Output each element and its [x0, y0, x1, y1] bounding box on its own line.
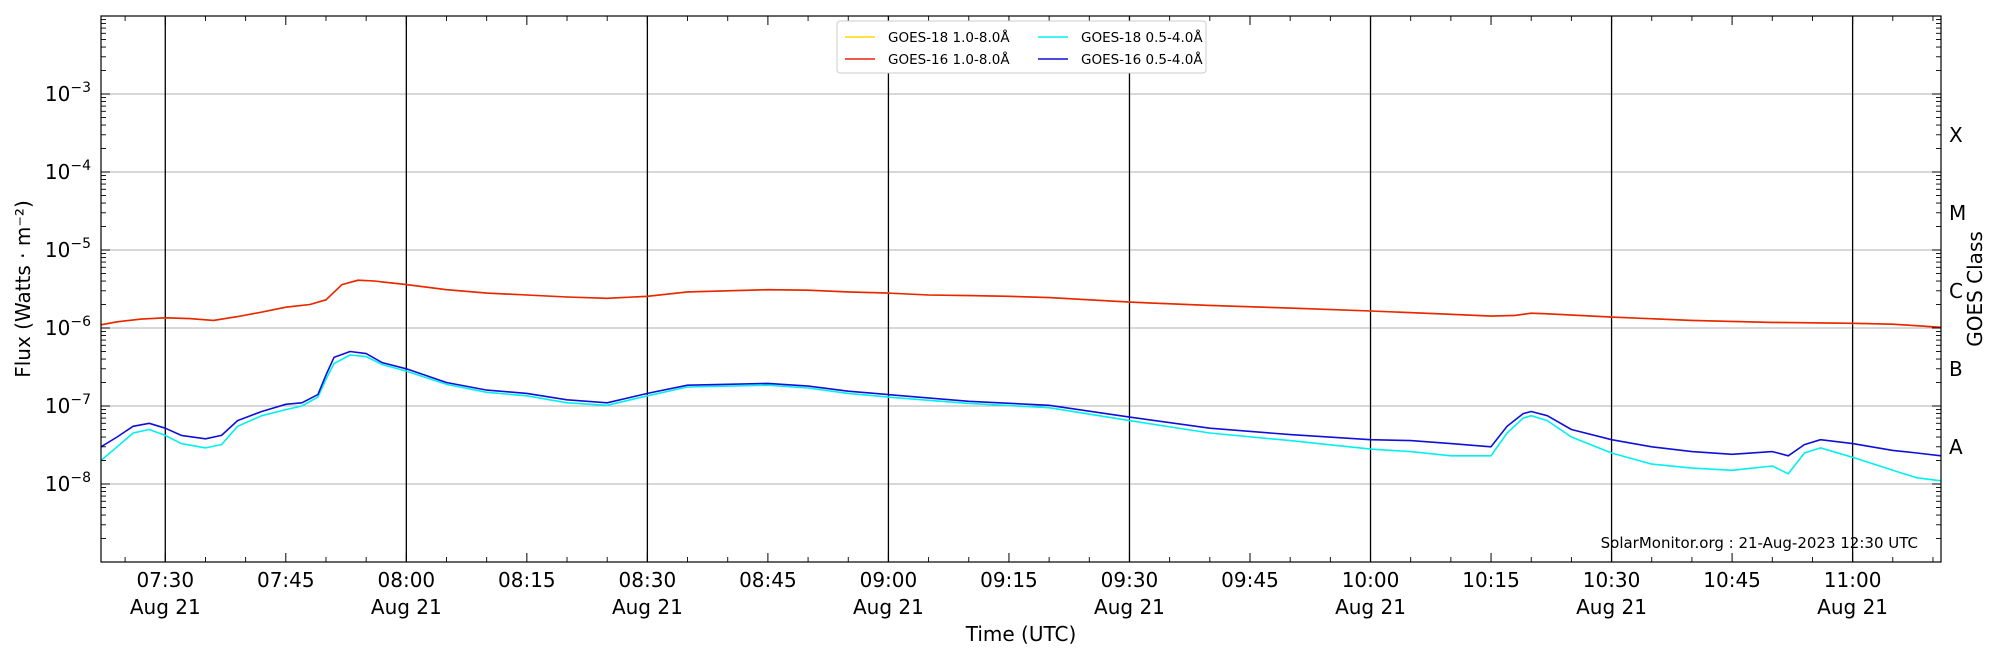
goes-class-x: X	[1949, 123, 1963, 147]
x-tick-date: Aug 21	[612, 595, 683, 619]
grid-layer	[101, 93, 1941, 485]
x-tick-date: Aug 21	[853, 595, 924, 619]
vertical-lines	[164, 16, 1854, 562]
x-tick-time: 09:45	[1221, 568, 1279, 592]
solarmonitor-annotation: SolarMonitor.org : 21-Aug-2023 12:30 UTC	[1601, 534, 1918, 552]
y-axis-title: Flux (Watts · m⁻²)	[11, 200, 35, 378]
goes-class-m: M	[1949, 201, 1966, 225]
x-tick-time: 07:45	[257, 568, 315, 592]
x-tick-time: 08:15	[498, 568, 556, 592]
y-tick-base: 10	[45, 160, 70, 184]
y-tick-base: 10	[45, 82, 70, 106]
x-tick-time: 10:00	[1342, 568, 1400, 592]
goes-class-axis-title: GOES Class	[1963, 231, 1987, 347]
y-tick-base: 10	[45, 238, 70, 262]
goes-class-c: C	[1949, 279, 1963, 303]
y-tick-exponent: −8	[70, 470, 91, 486]
y-tick-base: 10	[45, 394, 70, 418]
x-tick-time: 09:15	[980, 568, 1038, 592]
x-axis-ticks: 07:30 Aug 21 07:45 08:00 Aug 21 08:15 08:30 Aug…	[124, 16, 1934, 619]
goes-class-b: B	[1949, 357, 1963, 381]
legend-label-3: GOES-16 0.5-4.0Å	[1081, 51, 1203, 68]
y-tick-exponent: −6	[70, 314, 91, 330]
goes-class-a: A	[1949, 435, 1963, 459]
series-layer	[100, 279, 1942, 482]
y-tick-exponent: −4	[70, 158, 91, 174]
x-tick-date: Aug 21	[1335, 595, 1406, 619]
x-tick-time: 10:30	[1583, 568, 1641, 592]
y-tick-exponent: −7	[70, 392, 91, 408]
x-tick-time: 08:45	[739, 568, 797, 592]
y-tick-base: 10	[45, 472, 70, 496]
y-axis-ticks: 10−810−710−610−510−410−3	[45, 19, 1941, 539]
goes-class-labels: A B C M X	[1949, 123, 1966, 459]
x-tick-time: 11:00	[1824, 568, 1882, 592]
series-line-3	[100, 350, 1942, 457]
series-line-0	[100, 279, 1942, 329]
legend-label-1: GOES-16 1.0-8.0Å	[888, 51, 1010, 68]
x-tick-time: 09:30	[1101, 568, 1159, 592]
series-line-1	[100, 279, 1942, 329]
y-tick-label: 10−3	[45, 80, 91, 106]
legend: GOES-18 1.0-8.0Å GOES-18 0.5-4.0Å GOES-16 …	[836, 20, 1207, 74]
legend-label-2: GOES-18 0.5-4.0Å	[1081, 29, 1203, 46]
plot-frame	[100, 15, 1942, 563]
series-line-2	[100, 354, 1942, 482]
x-tick-time: 07:30	[136, 568, 194, 592]
y-tick-label: 10−5	[45, 236, 91, 262]
y-tick-exponent: −3	[70, 80, 91, 96]
y-tick-label: 10−8	[45, 470, 91, 496]
x-tick-date: Aug 21	[1576, 595, 1647, 619]
x-tick-time: 08:30	[619, 568, 677, 592]
y-tick-label: 10−7	[45, 392, 91, 418]
x-tick-date: Aug 21	[371, 595, 442, 619]
y-tick-label: 10−4	[45, 158, 91, 184]
legend-items: GOES-18 1.0-8.0Å GOES-18 0.5-4.0Å GOES-16 …	[845, 29, 1203, 68]
legend-label-0: GOES-18 1.0-8.0Å	[888, 29, 1010, 46]
y-tick-exponent: −5	[70, 236, 91, 252]
y-tick-base: 10	[45, 316, 70, 340]
x-tick-time: 09:00	[860, 568, 918, 592]
x-tick-date: Aug 21	[130, 595, 201, 619]
y-tick-label: 10−6	[45, 314, 91, 340]
x-tick-time: 10:15	[1462, 568, 1520, 592]
x-tick-time: 08:00	[378, 568, 436, 592]
x-tick-date: Aug 21	[1094, 595, 1165, 619]
x-tick-time: 10:45	[1703, 568, 1761, 592]
legend-box	[836, 20, 1207, 74]
x-axis-title: Time (UTC)	[965, 622, 1077, 646]
x-tick-date: Aug 21	[1817, 595, 1888, 619]
